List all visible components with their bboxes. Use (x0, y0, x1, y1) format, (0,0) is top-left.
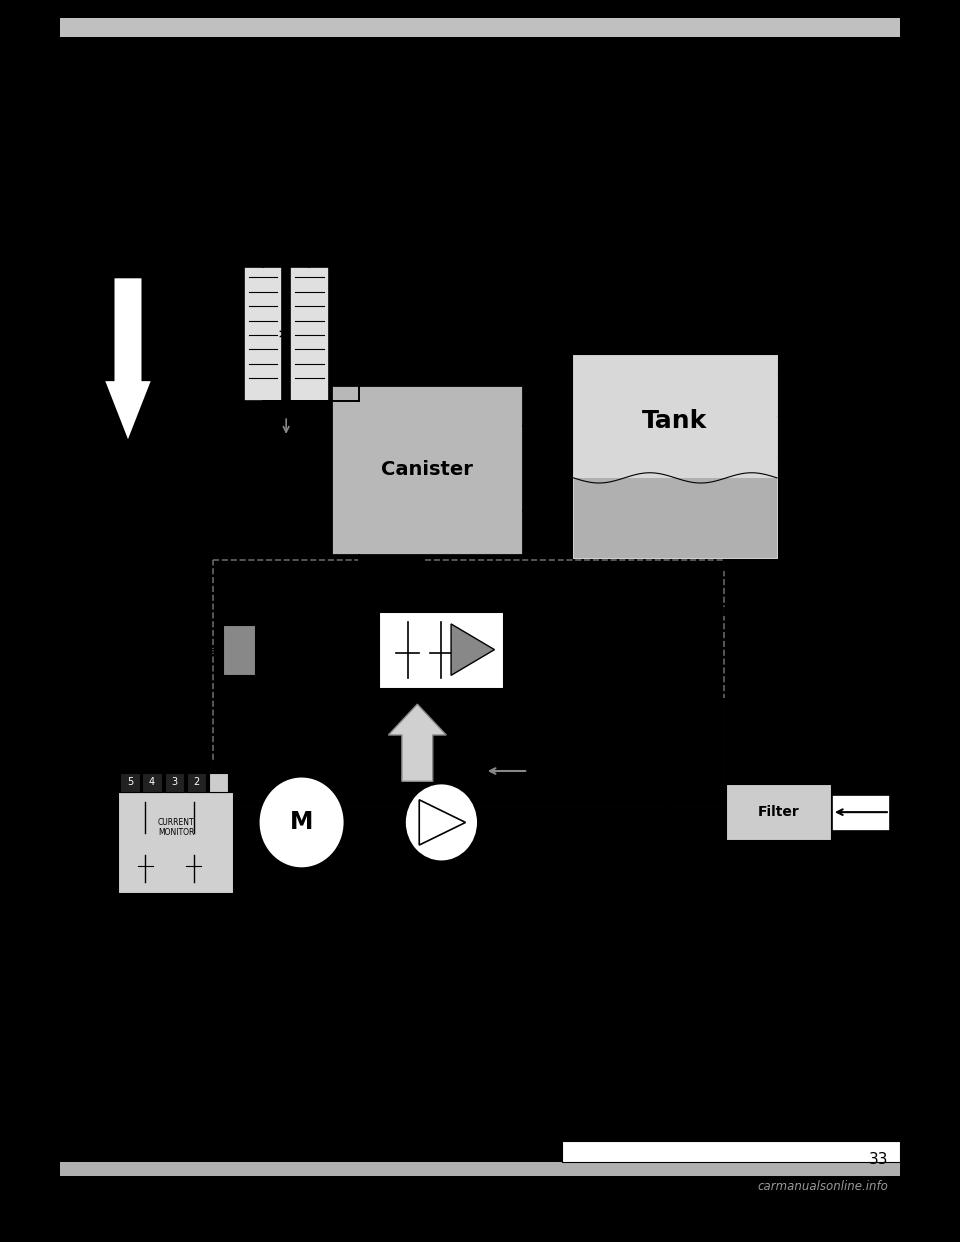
Bar (290, 267, 328, 401)
Bar (726, 785, 832, 841)
Bar (435, 857, 448, 867)
Bar (571, 354, 779, 560)
Text: canister.: canister. (72, 989, 126, 1002)
Text: 0.5mm (.020”).  The pump contains an integral DC motor which is activated direct: 0.5mm (.020”). The pump contains an inte… (72, 103, 644, 116)
Polygon shape (451, 623, 494, 676)
Text: stroke of the current vacuum operated LDP).: stroke of the current vacuum operated LD… (72, 229, 352, 241)
Bar (120, 773, 139, 791)
Text: 33: 33 (869, 1151, 888, 1166)
Text: Pump: Pump (421, 879, 462, 892)
Bar (379, 611, 504, 689)
Circle shape (258, 776, 345, 868)
Text: Purge
Valve: Purge Valve (268, 221, 304, 248)
Text: +: + (550, 559, 564, 576)
Bar (209, 773, 228, 791)
Text: ing a Leak Diagnosis test.  The change over valve is open during all other perio: ing a Leak Diagnosis test. The change ov… (72, 191, 636, 204)
Bar (164, 773, 184, 791)
Bar (118, 791, 234, 894)
Bar (573, 478, 777, 558)
Polygon shape (104, 277, 152, 442)
Text: 0.5mm
Reference
Orifice: 0.5mm Reference Orifice (99, 641, 152, 674)
Text: 5: 5 (127, 777, 133, 787)
Text: +: + (306, 559, 320, 576)
Bar (330, 385, 523, 555)
Bar (187, 773, 206, 791)
Text: Fresh Air: Fresh Air (832, 843, 895, 856)
Text: 2: 2 (193, 777, 200, 787)
Text: Canister: Canister (381, 460, 473, 479)
Text: DC MOTOR LDP INACTIVE --  NORMAL PURGE VALVE OPERATION: DC MOTOR LDP INACTIVE -- NORMAL PURGE VA… (72, 904, 597, 919)
Text: pensating for engine vacuum drawing on the hydrocarbon vapors stored in the char: pensating for engine vacuum drawing on t… (72, 970, 625, 984)
Text: The pump also contains an ECM controlled change over valve that is energized clo: The pump also contains an ECM controlled… (72, 173, 641, 185)
Text: M: M (290, 811, 313, 835)
Text: In it’s inactive state the pump motor and the change over valve of the DC Motor : In it’s inactive state the pump motor an… (72, 934, 629, 946)
Text: Change-Over
Valve: Change-Over Valve (400, 565, 492, 594)
Circle shape (405, 784, 478, 862)
Text: not energized.  When purge valve operation occurs filtered air enters the fuel s: not energized. When purge valve operatio… (72, 953, 643, 965)
Text: surement for detecting leaks.: surement for detecting leaks. (72, 139, 257, 153)
Bar (244, 267, 282, 401)
Text: The  DC  Motor  LDP  ensures  accurate  fuel  system  leak  detection  for  leak: The DC Motor LDP ensures accurate fuel s… (72, 84, 657, 97)
Text: 4: 4 (149, 777, 156, 787)
Text: Filter: Filter (758, 805, 800, 820)
Bar (60, 19, 900, 37)
Text: Throttle
Plate: Throttle Plate (80, 221, 136, 248)
Bar (562, 1141, 900, 1161)
Bar (60, 1161, 900, 1176)
Text: Engine: Engine (80, 462, 133, 477)
Text: ation allowing the fuel system to “breath” through the inlet filter (similar to : ation allowing the fuel system to “breat… (72, 210, 631, 222)
Text: CURRENT
MONITOR: CURRENT MONITOR (157, 818, 195, 837)
Bar (223, 625, 256, 677)
Text: FUNCTION: FUNCTION (72, 53, 177, 71)
Text: 3: 3 (171, 777, 178, 787)
Text: carmanualsonline.info: carmanualsonline.info (757, 1180, 888, 1194)
Polygon shape (389, 704, 446, 781)
Circle shape (133, 831, 156, 856)
Bar (213, 560, 724, 807)
Text: Electric
Motor LDP: Electric Motor LDP (659, 591, 732, 619)
Circle shape (182, 831, 205, 856)
Polygon shape (420, 800, 466, 845)
Bar (832, 795, 890, 831)
Text: engine control module.  The ECM monitors the pump motor operating current as the: engine control module. The ECM monitors … (72, 120, 637, 134)
Bar (142, 773, 161, 791)
Text: Tank: Tank (642, 410, 708, 433)
